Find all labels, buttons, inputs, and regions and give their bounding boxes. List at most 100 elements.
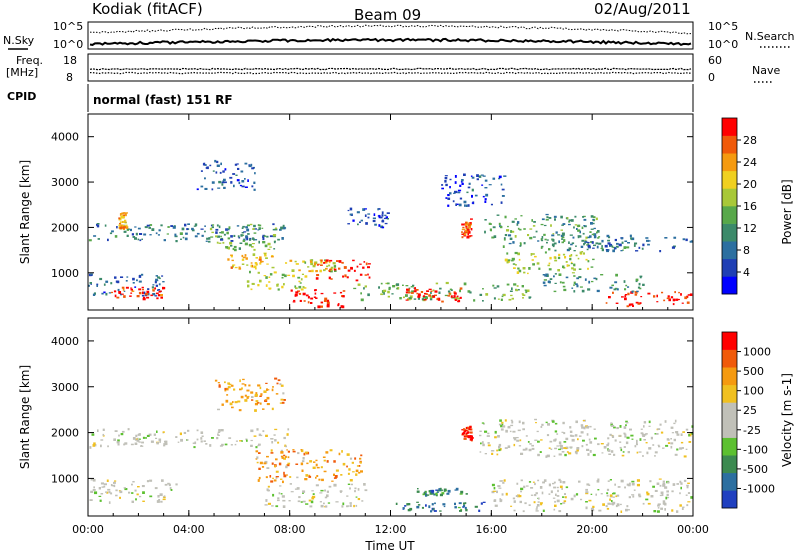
heatmap-cell — [582, 232, 585, 235]
heatmap-cell — [609, 286, 613, 289]
heatmap-cell — [196, 188, 199, 191]
heatmap-cell — [314, 262, 316, 266]
heatmap-cell — [688, 434, 690, 437]
heatmap-cell — [548, 447, 551, 449]
heatmap-cell — [221, 403, 224, 406]
heatmap-cell — [516, 271, 520, 274]
heatmap-cell — [216, 224, 219, 227]
heatmap-cell — [584, 225, 587, 228]
heatmap-cell — [249, 270, 251, 274]
heatmap-cell — [465, 229, 469, 232]
heatmap-cell — [600, 493, 603, 495]
heatmap-cell — [245, 257, 248, 260]
heatmap-cell — [131, 233, 134, 236]
heatmap-cell — [138, 291, 142, 295]
heatmap-cell — [597, 230, 600, 233]
heatmap-cell — [456, 295, 459, 298]
heatmap-cell — [606, 234, 610, 238]
heatmap-cell — [224, 387, 228, 390]
heatmap-cell — [657, 503, 661, 506]
heatmap-cell — [320, 305, 323, 308]
heatmap-cell — [311, 269, 314, 273]
heatmap-cell — [423, 492, 426, 495]
heatmap-cell — [183, 431, 187, 434]
heatmap-cell — [570, 497, 574, 501]
heatmap-cell — [641, 247, 644, 250]
heatmap-cell — [585, 501, 588, 503]
heatmap-cell — [689, 293, 693, 296]
heatmap-cell — [319, 269, 322, 273]
heatmap-cell — [167, 226, 170, 228]
heatmap-cell — [568, 247, 572, 250]
heatmap-cell — [289, 259, 293, 262]
heatmap-cell — [268, 276, 271, 278]
heatmap-cell — [218, 225, 221, 229]
heatmap-cell — [281, 495, 285, 498]
heatmap-cell — [564, 447, 568, 450]
heatmap-cell — [593, 233, 597, 236]
colorbar-swatch — [722, 276, 737, 295]
heatmap-cell — [491, 452, 494, 455]
heatmap-cell — [515, 289, 518, 292]
heatmap-cell — [579, 235, 582, 238]
heatmap-cell — [434, 294, 437, 296]
heatmap-cell — [281, 237, 284, 240]
nsearch-tick-bottom: 10^0 — [708, 38, 738, 51]
heatmap-cell — [315, 476, 317, 479]
heatmap-cell — [606, 488, 610, 491]
heatmap-cell — [425, 491, 427, 493]
heatmap-cell — [211, 188, 214, 191]
heatmap-cell — [458, 502, 462, 505]
heatmap-cell — [454, 190, 458, 194]
heatmap-cell — [314, 289, 316, 292]
heatmap-cell — [293, 299, 296, 302]
heatmap-cell — [315, 484, 319, 487]
heatmap-cell — [244, 186, 248, 188]
heatmap-cell — [157, 234, 160, 236]
heatmap-cell — [647, 243, 650, 246]
heatmap-cell — [251, 246, 254, 248]
heatmap-cell — [487, 444, 491, 447]
heatmap-cell — [657, 504, 660, 507]
heatmap-cell — [431, 491, 434, 494]
heatmap-cell — [561, 236, 565, 239]
heatmap-cell — [522, 294, 526, 296]
heatmap-cell — [459, 287, 463, 290]
heatmap-cell — [406, 288, 409, 291]
heatmap-cell — [498, 423, 502, 426]
heatmap-cell — [680, 482, 683, 485]
heatmap-cell — [498, 443, 502, 447]
heatmap-cell — [629, 428, 632, 431]
heatmap-cell — [321, 478, 324, 482]
heatmap-cell — [468, 231, 471, 234]
heatmap-cell — [638, 495, 642, 498]
heatmap-cell — [272, 493, 275, 497]
heatmap-cell — [412, 284, 415, 287]
heatmap-cell — [530, 253, 533, 256]
heatmap-cell — [661, 291, 664, 294]
heatmap-cell — [664, 237, 668, 239]
heatmap-cell — [202, 163, 205, 166]
heatmap-cell — [265, 434, 268, 437]
heatmap-cell — [89, 282, 92, 284]
heatmap-cell — [244, 254, 247, 257]
heatmap-cell — [461, 236, 464, 239]
heatmap-cell — [109, 232, 113, 235]
heatmap-cell — [564, 496, 567, 499]
heatmap-cell — [300, 288, 304, 291]
heatmap-cell — [679, 504, 682, 507]
heatmap-cell — [96, 224, 100, 228]
heatmap-cell — [308, 270, 312, 273]
heatmap-cell — [500, 428, 504, 431]
heatmap-cell — [294, 293, 298, 297]
heatmap-cell — [335, 501, 339, 503]
heatmap-cell — [616, 427, 619, 430]
heatmap-cell — [467, 204, 470, 207]
heatmap-cell — [457, 297, 460, 300]
heatmap-cell — [470, 437, 474, 439]
heatmap-cell — [325, 267, 328, 270]
heatmap-cell — [581, 426, 584, 429]
heatmap-cell — [586, 448, 590, 451]
heatmap-cell — [276, 283, 279, 285]
heatmap-cell — [478, 509, 481, 512]
